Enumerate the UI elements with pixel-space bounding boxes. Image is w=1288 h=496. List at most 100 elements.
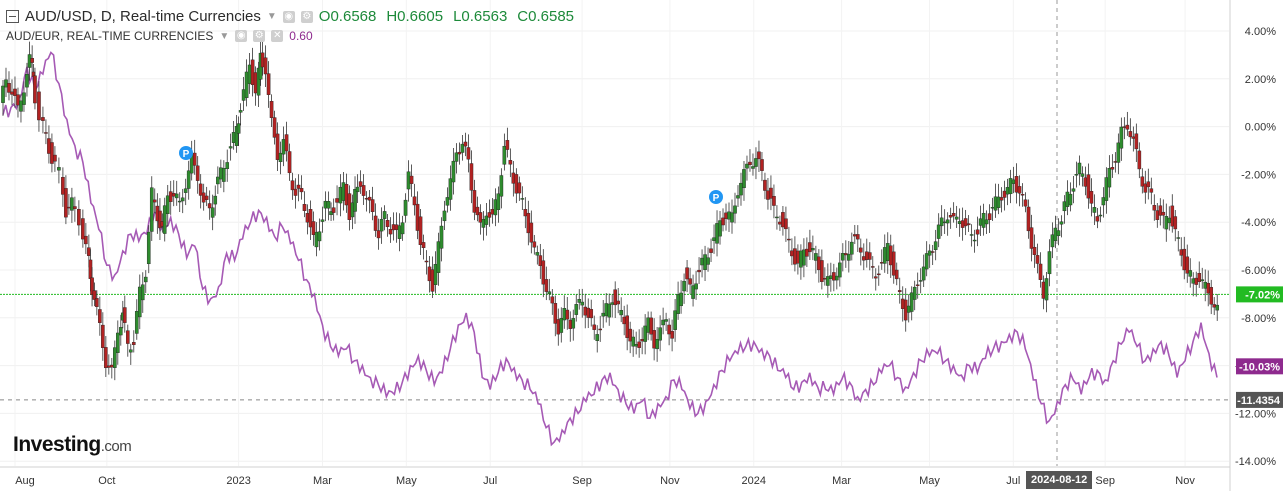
candle-up	[496, 193, 501, 210]
candle-down	[394, 224, 399, 230]
candle-down	[793, 248, 797, 265]
candle-down	[532, 241, 537, 248]
candle-up	[278, 152, 283, 163]
price-badge	[1236, 286, 1283, 303]
candle-up	[1011, 179, 1016, 184]
candle-down	[10, 91, 14, 95]
candle-up	[954, 216, 959, 220]
candle-up	[1092, 207, 1097, 213]
candle-down	[565, 309, 570, 320]
candle-up	[451, 160, 456, 183]
candle-up	[520, 198, 525, 200]
candle-down	[544, 279, 549, 292]
compare-series-line	[2, 51, 1218, 447]
candle-down	[122, 307, 127, 323]
candle-up	[1059, 221, 1064, 225]
candle-down	[1152, 205, 1157, 211]
candle-down	[367, 196, 372, 201]
x-tick-label: Mar	[832, 475, 851, 487]
candle-up	[580, 301, 585, 306]
candle-down	[385, 219, 390, 228]
candle-down	[158, 210, 162, 229]
candle-down	[299, 188, 304, 193]
candle-up	[116, 332, 120, 353]
candle-down	[805, 248, 809, 257]
candle-down	[13, 88, 17, 96]
candle-up	[993, 196, 998, 211]
candle-down	[168, 191, 173, 202]
logo-name: Investing	[13, 433, 101, 456]
candle-down	[171, 193, 176, 197]
candle-up	[909, 292, 914, 312]
candle-up	[1098, 214, 1103, 217]
candle-up	[829, 275, 833, 279]
candle-down	[748, 161, 752, 166]
candle-down	[104, 347, 108, 369]
candle-up	[379, 219, 384, 232]
candle-down	[1029, 227, 1034, 249]
candle-down	[592, 324, 597, 330]
candle-down	[766, 190, 770, 200]
compare-series-title[interactable]: AUD/EUR, REAL-TIME CURRENCIES	[6, 29, 214, 43]
candle-down	[1035, 255, 1040, 264]
candle-down	[556, 319, 561, 335]
candle-up	[661, 319, 665, 326]
settings-icon[interactable]: ⚙	[253, 30, 266, 42]
candle-down	[1197, 273, 1202, 283]
candle-up	[921, 266, 926, 281]
candle-up	[219, 167, 223, 180]
candle-up	[574, 304, 579, 315]
candle-down	[637, 341, 641, 348]
candle-down	[67, 206, 71, 209]
candle-up	[1068, 193, 1073, 206]
candle-up	[338, 186, 343, 204]
candle-up	[1176, 237, 1181, 239]
candle-up	[634, 344, 638, 347]
candle-up	[814, 253, 818, 261]
ohlc-values: O0.6568 H0.6605 L0.6563 C0.6585	[319, 8, 584, 25]
collapse-icon[interactable]	[6, 10, 19, 23]
candle-down	[263, 57, 268, 75]
candle-up	[694, 283, 698, 290]
candle-up	[213, 195, 218, 205]
visibility-icon[interactable]: ◉	[235, 30, 248, 42]
candle-down	[616, 300, 620, 305]
candle-down	[305, 213, 310, 223]
visibility-icon[interactable]: ◉	[282, 10, 295, 23]
candle-down	[421, 242, 426, 249]
candle-up	[972, 239, 977, 242]
candle-up	[775, 216, 779, 219]
close-icon[interactable]: ✕	[271, 30, 284, 42]
candle-down	[284, 134, 289, 152]
candle-down	[207, 203, 212, 209]
candle-up	[610, 302, 614, 305]
candle-down	[685, 267, 689, 280]
candle-down	[823, 278, 827, 280]
candle-down	[107, 365, 111, 368]
candle-up	[676, 294, 680, 314]
y-tick-label: 4.00%	[1245, 26, 1276, 38]
candle-up	[927, 250, 932, 256]
candle-up	[1116, 142, 1121, 163]
caret-down-icon[interactable]: ▼	[266, 11, 277, 22]
main-series-title[interactable]: AUD/USD, D, Real-time Currencies	[25, 8, 261, 25]
candle-up	[57, 167, 61, 171]
candle-down	[867, 252, 872, 260]
candle-down	[1128, 131, 1133, 138]
candle-down	[1110, 167, 1115, 170]
candle-down	[1206, 282, 1211, 294]
candle-down	[523, 209, 528, 217]
event-marker-icon[interactable]	[179, 146, 193, 160]
candle-down	[424, 260, 429, 263]
caret-down-icon[interactable]: ▼	[219, 30, 230, 42]
event-marker-icon[interactable]	[709, 190, 723, 204]
settings-icon[interactable]: ⚙	[300, 10, 313, 23]
candle-up	[353, 189, 357, 212]
candle-up	[1008, 178, 1013, 195]
candle-up	[433, 264, 438, 285]
candle-up	[577, 298, 582, 303]
y-tick-label: -4.00%	[1241, 217, 1276, 229]
candle-up	[186, 170, 191, 189]
